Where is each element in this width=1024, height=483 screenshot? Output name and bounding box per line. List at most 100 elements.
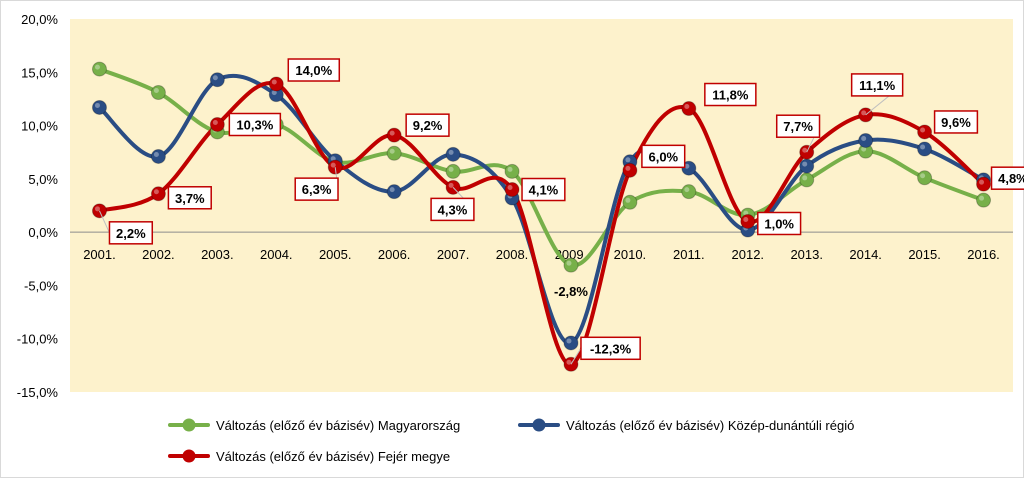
label-leader [570,348,582,365]
data-point-highlight [330,156,336,162]
x-tick-label: 2006. [378,247,411,262]
legend-swatch-marker [532,418,546,432]
data-point [386,145,402,161]
data-point-highlight [802,175,808,181]
data-label: -12,3% [590,341,632,356]
data-point-highlight [920,173,926,179]
data-point-highlight [212,120,218,126]
data-point-highlight [566,338,572,344]
y-tick-label: 15,0% [21,65,58,80]
data-point [917,124,933,140]
data-label: 3,7% [175,191,205,206]
data-point [622,162,638,178]
data-point [91,61,107,77]
data-point-highlight [271,90,277,96]
data-point [386,184,402,200]
data-point [268,76,284,92]
data-point [917,141,933,157]
data-label: 2,2% [116,226,146,241]
data-label: 11,8% [712,88,749,103]
data-label-box [990,166,1024,190]
data-label-box [580,336,641,361]
data-point [150,148,166,164]
data-point-highlight [389,130,395,136]
y-tick-label: -15,0% [17,385,59,400]
series-points [91,61,992,372]
data-label: 9,6% [941,115,971,130]
legend-swatch-marker [182,418,196,432]
data-label-box [228,112,282,137]
data-label-box [521,177,566,202]
data-point [917,170,933,186]
x-tick-label: 2016. [967,247,1000,262]
data-point-highlight [920,144,926,150]
data-point-highlight [389,187,395,193]
data-point [976,176,992,192]
data-label-box [850,73,904,97]
x-tick-label: 2007. [437,247,470,262]
data-point-highlight [507,166,513,172]
legend-label: Változás (előző év bázisév) Közép-dunánt… [566,418,854,433]
data-point-highlight [94,102,100,108]
legend: Változás (előző év bázisév) Magyarország… [168,418,854,464]
data-point [681,184,697,200]
data-label-box [430,197,475,222]
data-label: 6,0% [648,149,678,164]
data-label: 11,1% [859,78,896,93]
x-tick-label: 2002. [142,247,175,262]
data-point-highlight [861,135,867,141]
x-tick-label: 2015. [908,247,941,262]
x-tick-label: 2010. [614,247,647,262]
y-tick-label: 20,0% [21,12,58,27]
y-tick-label: 5,0% [28,172,58,187]
data-point-highlight [271,79,277,85]
data-label: 7,7% [783,119,813,134]
data-point-highlight [979,195,985,201]
data-point-highlight [448,149,454,155]
data-point [445,163,461,179]
data-label: -2,8% [554,284,588,299]
data-label: 14,0% [295,63,332,78]
data-point-highlight [920,127,926,133]
data-point [740,213,756,229]
legend-label: Változás (előző év bázisév) Fejér megye [216,449,450,464]
data-point [504,163,520,179]
x-tick-label: 2014. [849,247,882,262]
x-tick-label: 2001. [83,247,116,262]
data-point-highlight [861,110,867,116]
data-point-highlight [743,210,749,216]
data-label-box [405,113,450,137]
data-point [976,192,992,208]
data-point-highlight [153,151,159,157]
data-label-box [287,58,341,82]
data-labels: 2,2% 3,7% 10,3% 14,0% 6,3% 9,2% 4,3% 4,1% -12,3%… [99,58,1024,365]
data-point [681,101,697,117]
data-point-highlight [153,88,159,94]
data-point [622,194,638,210]
data-point-highlight [684,104,690,110]
data-point [445,146,461,162]
data-point-highlight [448,182,454,188]
data-point-highlight [94,64,100,70]
x-tick-label: 2011. [673,247,705,262]
data-label: 10,3% [236,118,273,133]
data-point-highlight [684,163,690,169]
data-label-box [167,186,212,210]
data-point-highlight [153,189,159,195]
data-point [150,186,166,202]
y-tick-label: -10,0% [17,332,59,347]
data-point [858,132,874,148]
data-point-highlight [743,216,749,222]
data-point-highlight [94,206,100,212]
y-tick-label: -5,0% [24,278,58,293]
data-point-highlight [684,187,690,193]
data-point-highlight [802,147,808,153]
data-point-highlight [625,157,631,163]
x-tick-label: 2013. [790,247,823,262]
data-label: 4,1% [529,183,559,198]
data-point-highlight [802,161,808,167]
data-label-box [641,144,686,169]
data-label: 4,3% [438,202,468,217]
data-label-box [775,114,821,138]
